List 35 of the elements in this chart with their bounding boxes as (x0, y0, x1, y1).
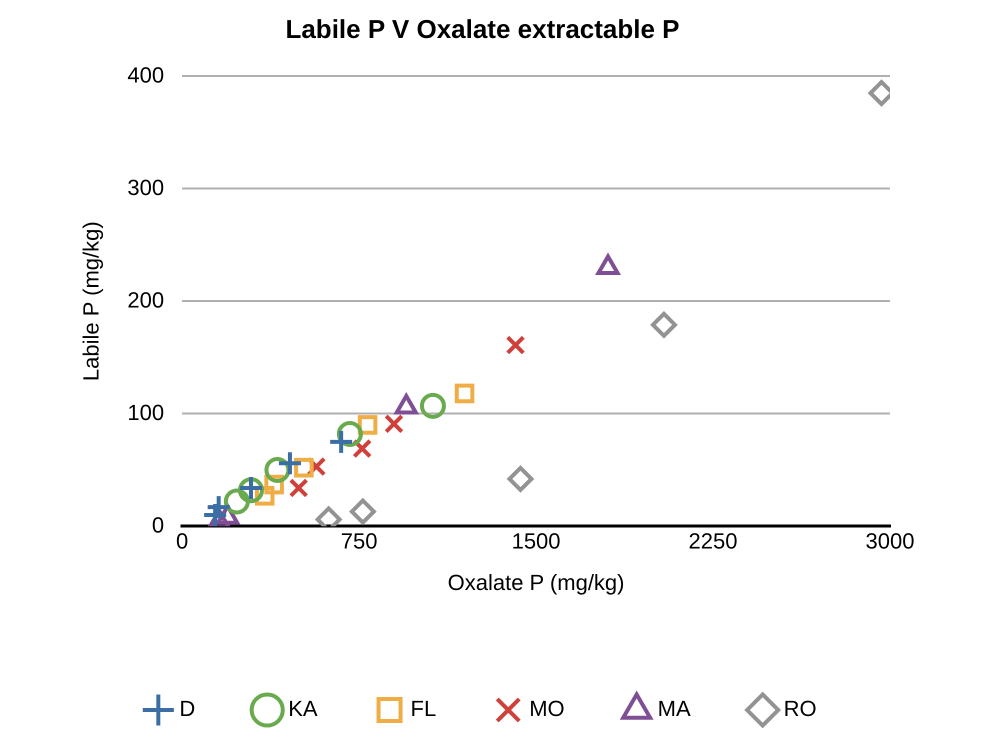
legend-label: D (179, 696, 196, 722)
legend-label: MA (658, 696, 691, 722)
x-tick-label: 2250 (688, 528, 738, 554)
legend-label: RO (784, 696, 817, 722)
legend-label: FL (410, 696, 436, 722)
point (336, 420, 363, 447)
point (224, 488, 250, 514)
point (264, 456, 290, 483)
point (420, 392, 446, 419)
y-tick-label: 400 (127, 62, 164, 88)
point (352, 438, 372, 458)
x-tick-label: 0 (176, 528, 188, 554)
point (454, 384, 474, 404)
point (507, 466, 534, 492)
y-tick-label: 100 (127, 400, 164, 425)
legend-label: KA (288, 696, 318, 722)
y-tick-label: 300 (127, 174, 164, 200)
point (238, 477, 264, 504)
point (506, 335, 526, 355)
point (650, 312, 677, 338)
x-axis-title: Oxalate P (mg/kg) (448, 570, 624, 595)
point (294, 458, 314, 478)
x-tick-label: 750 (340, 528, 378, 554)
point (384, 414, 404, 434)
y-tick-label: 0 (152, 512, 164, 538)
chart-title: Labile P V Oxalate extractable P (285, 14, 680, 44)
point (208, 496, 230, 518)
x-tick-label: 1500 (512, 528, 561, 554)
point (288, 478, 308, 498)
point (350, 498, 376, 525)
legend-label: MO (529, 696, 565, 722)
x-tick-label: 3000 (866, 528, 914, 554)
y-tick-label: 200 (127, 287, 164, 312)
point (278, 452, 301, 474)
y-axis-title: Labile P (mg/kg) (78, 221, 104, 382)
